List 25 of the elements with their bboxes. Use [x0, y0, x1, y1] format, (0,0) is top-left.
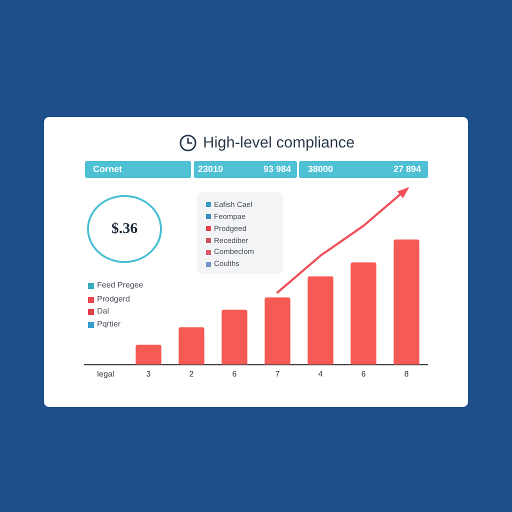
- annotation: $.36: [111, 220, 138, 238]
- bar: [136, 344, 162, 364]
- text: 23010: [198, 164, 224, 174]
- annotation: Pqrtier: [97, 320, 121, 330]
- chart-title: High-level compliance: [203, 134, 355, 152]
- x-tick-label: 8: [404, 369, 410, 378]
- x-tick-label: 6: [361, 369, 366, 378]
- bar: [178, 327, 204, 364]
- text: 93 984: [263, 164, 291, 174]
- annotation: Prodgerd: [97, 294, 130, 304]
- annotation: Feed Pregee: [97, 280, 144, 290]
- x-tick-label: 6: [232, 369, 238, 378]
- x-tick-label: 3: [146, 369, 152, 378]
- text: Cornet: [93, 164, 122, 174]
- x-tick-label: 2: [189, 369, 194, 378]
- text: 27 894: [393, 164, 421, 174]
- bar: [308, 276, 334, 364]
- bar: [264, 297, 290, 364]
- x-tick-label: 7: [275, 369, 280, 378]
- bar: [394, 240, 420, 364]
- annotation: Dal: [97, 306, 110, 316]
- text: 38000: [308, 164, 334, 174]
- bar: [222, 310, 248, 364]
- x-tick-label: Iegal: [96, 369, 114, 378]
- x-tick-label: 4: [318, 369, 324, 378]
